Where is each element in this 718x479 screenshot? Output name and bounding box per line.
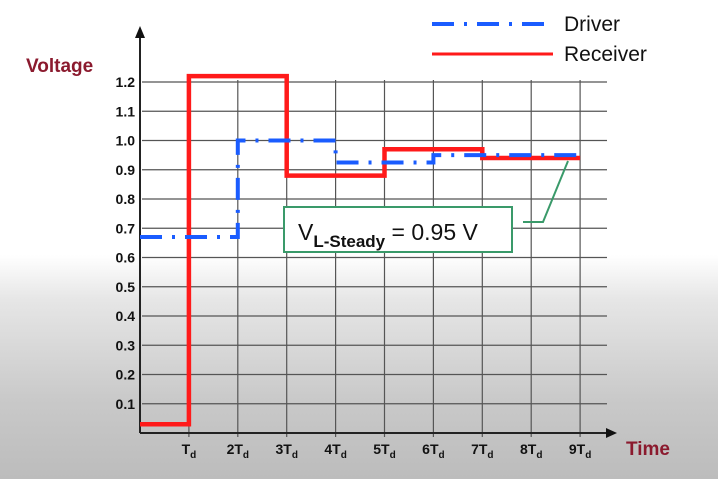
x-tick-label: 2Td xyxy=(227,441,249,461)
y-tick-label: 0.9 xyxy=(116,162,136,178)
legend-driver-label: Driver xyxy=(564,13,620,36)
y-axis-arrow-icon xyxy=(135,26,145,38)
x-tick-label: 9Td xyxy=(569,441,591,461)
y-tick-label: 0.3 xyxy=(116,337,136,353)
x-tick-label: 4Td xyxy=(324,441,346,461)
x-tick-label: Td xyxy=(182,441,197,461)
x-axis-tick-labels: Td 2Td 3Td 4Td 5Td 6Td 7Td 8Td 9Td xyxy=(182,441,592,461)
y-tick-label: 0.7 xyxy=(116,220,136,236)
y-tick-label: 0.4 xyxy=(116,308,136,324)
x-tick-label: 6Td xyxy=(422,441,444,461)
series xyxy=(140,73,581,427)
steady-state-callout: VL-Steady = 0.95 V xyxy=(283,160,569,253)
x-tick-label: 3Td xyxy=(275,441,297,461)
y-tick-label: 0.6 xyxy=(116,250,136,266)
x-tick-label: 8Td xyxy=(520,441,542,461)
y-tick-label: 0.2 xyxy=(116,367,136,383)
y-tick-label: 0.1 xyxy=(116,396,136,412)
y-tick-label: 1.1 xyxy=(116,103,136,119)
callout-leader-line xyxy=(523,160,569,223)
driver-series-line xyxy=(140,138,581,240)
y-tick-label: 0.5 xyxy=(116,279,136,295)
x-tick-label: 7Td xyxy=(471,441,493,461)
callout-value: = 0.95 V xyxy=(385,219,478,245)
y-axis-tick-labels: 0.1 0.2 0.3 0.4 0.5 0.6 0.7 0.8 0.9 1.0 1.1 1.2 xyxy=(116,74,136,412)
callout-subscript: L-Steady xyxy=(313,232,385,251)
y-tick-label: 0.8 xyxy=(116,191,136,207)
y-tick-label: 1.0 xyxy=(116,133,136,149)
y-tick-label: 1.2 xyxy=(116,74,136,90)
y-axis-title: Voltage xyxy=(26,56,93,77)
x-axis-arrow-icon xyxy=(606,428,617,438)
x-tick-label: 5Td xyxy=(373,441,395,461)
legend: Driver Receiver xyxy=(432,13,647,66)
x-axis-title: Time xyxy=(626,439,670,460)
legend-receiver-label: Receiver xyxy=(564,43,647,66)
callout-text: VL-Steady = 0.95 V xyxy=(298,219,479,251)
grid xyxy=(142,80,607,437)
callout-box xyxy=(283,206,513,253)
callout-main: V xyxy=(298,219,314,245)
axes xyxy=(135,26,617,438)
